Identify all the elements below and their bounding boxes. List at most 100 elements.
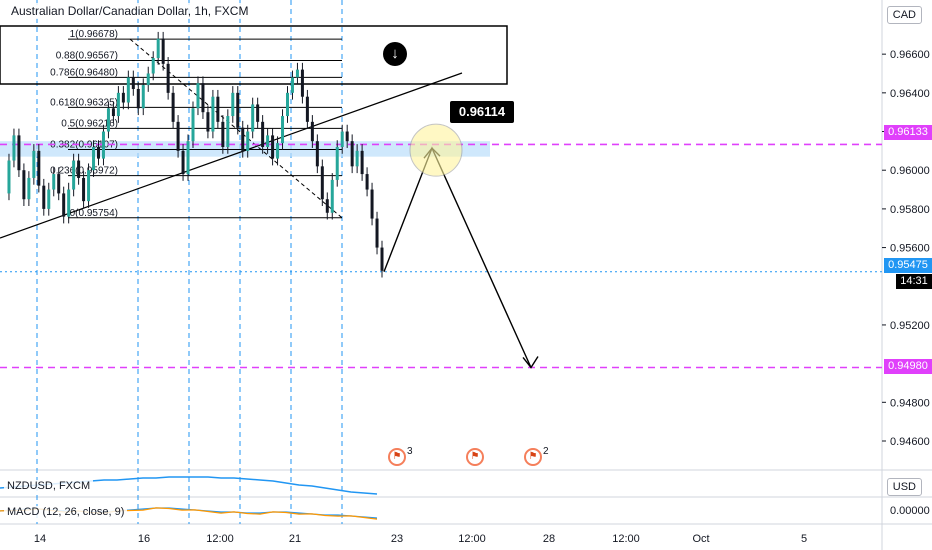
candle-body-20 [101, 131, 105, 159]
candle-body-55 [276, 143, 280, 159]
y-tick-label-6: 0.95200 [890, 320, 930, 332]
x-tick-label-8: Oct [692, 533, 709, 545]
macd-y-tick-label: 0.00000 [890, 505, 930, 517]
event-ca-2-icon[interactable]: ⚑ 2 [524, 446, 549, 466]
fib-diagonal [129, 38, 343, 219]
event-au-icon[interactable]: ⚑ 3 [388, 446, 413, 466]
candle-body-14 [72, 160, 76, 190]
candle-body-63 [315, 141, 319, 167]
candle-body-33 [166, 63, 170, 93]
y-tick-label-7: 0.94800 [890, 397, 930, 409]
candle-body-56 [281, 116, 285, 144]
candle-body-3 [17, 135, 21, 171]
candle-body-26 [131, 77, 135, 89]
candle-body-70 [350, 141, 354, 167]
candle-body-40 [201, 83, 205, 113]
countdown-tag: 14:31 [896, 274, 932, 289]
candle-body-48 [241, 127, 245, 151]
x-tick-label-7: 12:00 [612, 533, 640, 545]
candle-body-74 [370, 189, 374, 219]
y-tick-label-8: 0.94600 [890, 436, 930, 448]
fib-label-7: 0(0.95754) [70, 208, 118, 219]
candle-body-46 [231, 92, 235, 117]
candle-body-65 [325, 199, 329, 213]
candle-body-45 [226, 116, 230, 147]
candle-body-5 [27, 177, 31, 200]
candle-body-13 [67, 189, 71, 217]
candle-body-42 [211, 96, 215, 132]
candle-body-21 [106, 108, 110, 132]
candle-body-57 [286, 92, 289, 117]
candle-body-10 [52, 174, 56, 190]
candle-body-53 [266, 135, 270, 147]
trendline [0, 72, 463, 239]
candle-body-6 [32, 150, 36, 178]
candle-body-60 [300, 69, 304, 97]
x-tick-label-6: 28 [543, 533, 555, 545]
candle-body-25 [126, 77, 130, 103]
x-tick-label-2: 12:00 [206, 533, 234, 545]
candle-body-69 [345, 131, 349, 142]
candle-body-62 [310, 121, 314, 142]
candle-body-4 [22, 170, 26, 200]
y-tick-label-3: 0.96000 [890, 165, 930, 177]
price-tag-resistance: 0.96133 [884, 125, 932, 140]
candle-body-73 [365, 174, 369, 190]
candle-body-38 [191, 108, 195, 142]
fib-label-3: 0.618(0.96325) [50, 97, 118, 108]
candle-body-72 [360, 150, 364, 175]
macd-label: MACD (12, 26, close, 9) [4, 506, 128, 518]
chart-title: Australian Dollar/Canadian Dollar, 1h, F… [8, 3, 252, 19]
candle-body-28 [141, 85, 145, 109]
event-ca-icon[interactable]: ⚑ [466, 448, 484, 466]
fib-label-4: 0.5(0.96216) [61, 118, 118, 129]
candle-body-16 [82, 177, 86, 202]
target-callout: 0.96114 [450, 101, 514, 123]
candle-body-71 [355, 150, 359, 167]
candle-body-39 [196, 83, 200, 109]
x-tick-label-3: 21 [289, 533, 301, 545]
currency-badge-cad[interactable]: CAD [886, 6, 922, 24]
candle-body-68 [340, 131, 344, 147]
x-tick-label-5: 12:00 [458, 533, 486, 545]
arrow-down-icon: ↓ [383, 42, 407, 66]
candle-body-30 [151, 58, 155, 74]
candle-body-27 [136, 88, 140, 109]
candle-body-17 [87, 170, 91, 202]
candle-body-50 [251, 104, 255, 132]
candle-body-67 [335, 146, 339, 180]
fib-label-6: 0.236(0.95972) [50, 166, 118, 177]
candle-body-24 [121, 92, 125, 103]
currency-badge-usd[interactable]: USD [886, 478, 922, 496]
candle-body-7 [37, 150, 41, 186]
candle-body-43 [216, 96, 220, 122]
price-tag-target: 0.94980 [884, 359, 932, 374]
candle-body-22 [111, 108, 115, 117]
x-tick-label-9: 5 [801, 533, 807, 545]
candle-body-58 [290, 77, 294, 93]
candle-body-47 [236, 92, 240, 128]
fib-label-0: 1(0.96678) [70, 29, 118, 40]
x-tick-label-0: 14 [34, 533, 46, 545]
y-tick-label-0: 0.96600 [890, 49, 930, 61]
candle-body-29 [146, 73, 150, 86]
candle-body-9 [47, 189, 51, 209]
peak-highlight-circle [409, 123, 463, 177]
candle-body-44 [221, 121, 225, 147]
candle-body-34 [171, 92, 175, 122]
candle-body-75 [375, 218, 379, 248]
nzdusd-label: NZDUSD, FXCM [4, 480, 94, 492]
candle-body-15 [77, 160, 81, 178]
candle-body-51 [256, 104, 260, 122]
candle-body-37 [186, 141, 190, 175]
candle-body-66 [330, 179, 334, 213]
candle-body-23 [116, 92, 120, 117]
y-tick-label-4: 0.95800 [890, 204, 930, 216]
candle-body-35 [176, 121, 180, 151]
candle-body-49 [246, 131, 250, 151]
candle-body-52 [261, 121, 265, 147]
candle-body-11 [57, 174, 61, 194]
price-tag-current: 0.95475 [884, 258, 932, 273]
fib-label-2: 0.786(0.96480) [50, 67, 118, 78]
